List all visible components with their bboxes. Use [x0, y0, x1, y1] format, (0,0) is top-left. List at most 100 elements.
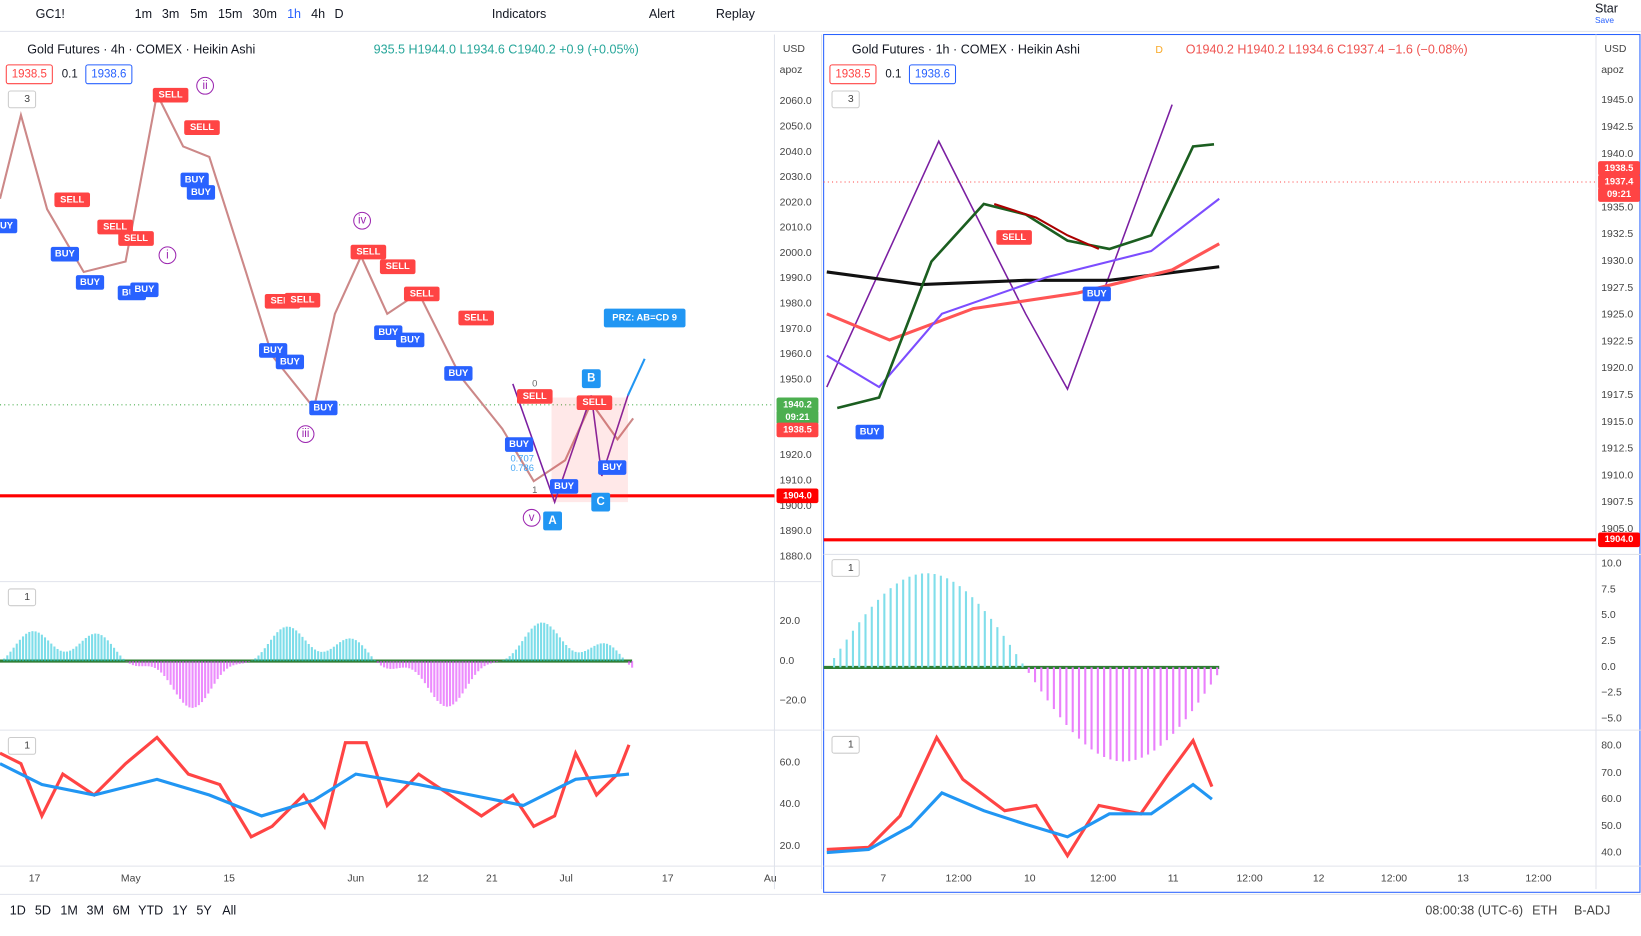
- indicators-button[interactable]: Indicators: [492, 7, 546, 21]
- pane-counter: [8, 589, 35, 606]
- session[interactable]: ETH: [1532, 903, 1557, 917]
- range-button[interactable]: 6M: [113, 903, 130, 917]
- signal: SELL: [410, 287, 434, 298]
- hist-bar: [424, 661, 426, 683]
- hist-bar: [392, 661, 394, 669]
- hist-bar: [188, 661, 190, 707]
- hist-bar: [301, 637, 303, 661]
- hist-bar: [1166, 667, 1168, 740]
- signal: BUY: [80, 276, 101, 287]
- interval-button[interactable]: 3m: [162, 7, 179, 21]
- hist-bar: [839, 649, 841, 668]
- scale-mode: apoz: [780, 65, 803, 76]
- hist-bar: [537, 624, 539, 662]
- price-tick: 1935.0: [1601, 202, 1633, 213]
- signal: BUY: [185, 173, 206, 184]
- rsi-tick: 40.0: [1601, 847, 1622, 858]
- hist-bar: [63, 652, 65, 662]
- hist-bar: [336, 644, 338, 661]
- range-button[interactable]: 5D: [35, 903, 51, 917]
- hist-bar: [361, 645, 363, 661]
- replay-button[interactable]: Replay: [716, 7, 756, 21]
- toolbar: [0, 0, 1641, 31]
- price-tick: 1960.0: [780, 349, 812, 360]
- hist-bar: [345, 639, 347, 661]
- interval-button[interactable]: 15m: [218, 7, 242, 21]
- hist-bar: [430, 661, 432, 692]
- range-button[interactable]: YTD: [138, 903, 163, 917]
- hist-bar: [471, 661, 473, 679]
- time-label: 12:00: [1381, 873, 1407, 884]
- hist-bar: [333, 647, 335, 661]
- range-button[interactable]: 3M: [87, 903, 104, 917]
- hist-bar: [364, 649, 366, 661]
- hist-bar: [327, 651, 329, 661]
- hist-bar: [276, 632, 278, 661]
- hist-bar: [330, 649, 332, 661]
- hist-bar: [126, 661, 128, 662]
- hist-bar: [374, 660, 376, 661]
- pane-counter: [8, 91, 35, 108]
- hist-bar: [1197, 667, 1199, 702]
- hist-bar: [411, 661, 413, 670]
- interval-button[interactable]: D: [335, 7, 344, 21]
- hist-bar: [864, 614, 866, 667]
- fib-level: 1: [532, 484, 537, 495]
- range-button[interactable]: 1M: [60, 903, 77, 917]
- hist-bar: [217, 661, 219, 679]
- range-button[interactable]: 1D: [10, 903, 26, 917]
- hist-bar: [524, 637, 526, 661]
- price-tick: 1990.0: [780, 273, 812, 284]
- range-button[interactable]: All: [222, 903, 236, 917]
- hist-bar: [132, 661, 134, 665]
- signal: SELL: [356, 246, 380, 257]
- price-tick: 1890.0: [780, 526, 812, 537]
- price-tag: 09:21: [1607, 188, 1631, 199]
- hist-bar: [458, 661, 460, 698]
- interval-button[interactable]: 1m: [135, 7, 152, 21]
- hist-bar: [1122, 667, 1124, 761]
- save-button[interactable]: Save: [1595, 15, 1614, 25]
- hist-bar: [465, 661, 467, 689]
- hist-bar: [484, 661, 486, 666]
- pane-counter: [8, 737, 35, 754]
- hist-bar: [581, 652, 583, 661]
- osc-tick: 5.0: [1601, 610, 1616, 621]
- hist-bar: [358, 642, 360, 661]
- signal: BUY: [448, 367, 469, 378]
- hist-bar: [578, 652, 580, 661]
- price-tick: 1925.0: [1601, 310, 1633, 321]
- interval-button[interactable]: 5m: [190, 7, 207, 21]
- osc-tick: 0.0: [1601, 662, 1616, 673]
- interval-button[interactable]: 4h: [311, 7, 325, 21]
- hist-bar: [940, 576, 942, 668]
- hist-bar: [19, 640, 21, 661]
- range-button[interactable]: 5Y: [196, 903, 212, 917]
- hist-bar: [858, 622, 860, 667]
- adjust[interactable]: B-ADJ: [1574, 903, 1610, 917]
- pane-count: 3: [848, 94, 854, 105]
- hist-bar: [113, 648, 115, 661]
- hist-bar: [38, 633, 40, 661]
- hist-bar: [201, 661, 203, 702]
- interval-button[interactable]: 1h: [287, 7, 301, 21]
- hist-bar: [1178, 667, 1180, 726]
- hist-bar: [75, 646, 77, 661]
- price-tick: 1980.0: [780, 299, 812, 310]
- hist-bar: [44, 637, 46, 661]
- right-ohlc: O1940.2 H1940.2 L1934.6 C1937.4 −1.6 (−0…: [1186, 43, 1468, 57]
- star-button[interactable]: Star: [1595, 2, 1618, 16]
- time-label: Jul: [559, 873, 572, 884]
- hist-bar: [273, 636, 275, 661]
- alert-button[interactable]: Alert: [649, 7, 675, 21]
- range-button[interactable]: 1Y: [172, 903, 188, 917]
- interval-button[interactable]: 30m: [253, 7, 277, 21]
- signal: BUY: [860, 426, 881, 437]
- price-tick: 1910.0: [780, 475, 812, 486]
- price-tick: 1945.0: [1601, 95, 1633, 106]
- hist-bar: [223, 661, 225, 671]
- hist-bar: [1021, 663, 1023, 667]
- time-label: 13: [1457, 873, 1469, 884]
- hist-bar: [984, 611, 986, 667]
- hist-bar: [590, 648, 592, 661]
